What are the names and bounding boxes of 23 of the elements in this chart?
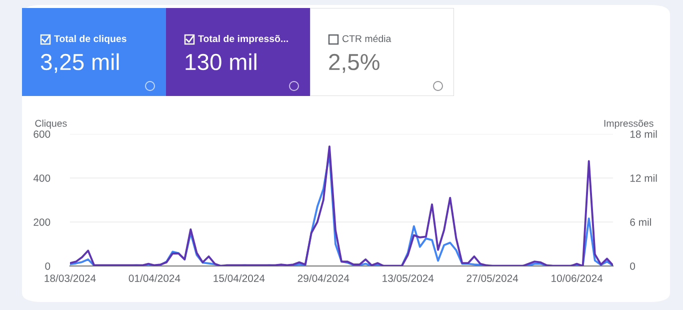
y2-tick-label: 0 [630,262,636,270]
y-tick-label: 400 [33,174,50,182]
y2-axis-title: Impressões [604,120,654,129]
y-tick-label: 0 [45,262,50,270]
x-tick-label: 18/03/2024 [44,274,96,282]
x-tick-label: 10/06/2024 [552,274,603,282]
x-tick-label: 01/04/2024 [128,274,180,282]
text: 2,5% [329,54,380,73]
x-tick-label: 13/05/2024 [382,274,434,282]
text: CTR média [342,34,392,42]
text: Total de impressõ... [198,34,288,44]
text: 3,25 mil [40,53,119,73]
x-tick-label: 27/05/2024 [466,274,518,282]
y2-tick-label: 12 mil [630,174,657,182]
y-axis-title: Cliques [35,120,67,129]
y2-tick-label: 6 mil [630,218,651,226]
y-tick-label: 600 [34,130,50,138]
x-tick-label: 15/04/2024 [214,274,265,282]
x-tick-label: 29/04/2024 [298,274,350,282]
y2-tick-label: 18 mil [630,130,657,138]
y-tick-label: 200 [34,218,50,226]
text: Total de cliques [54,34,126,44]
text: 130 mil [186,53,256,70]
